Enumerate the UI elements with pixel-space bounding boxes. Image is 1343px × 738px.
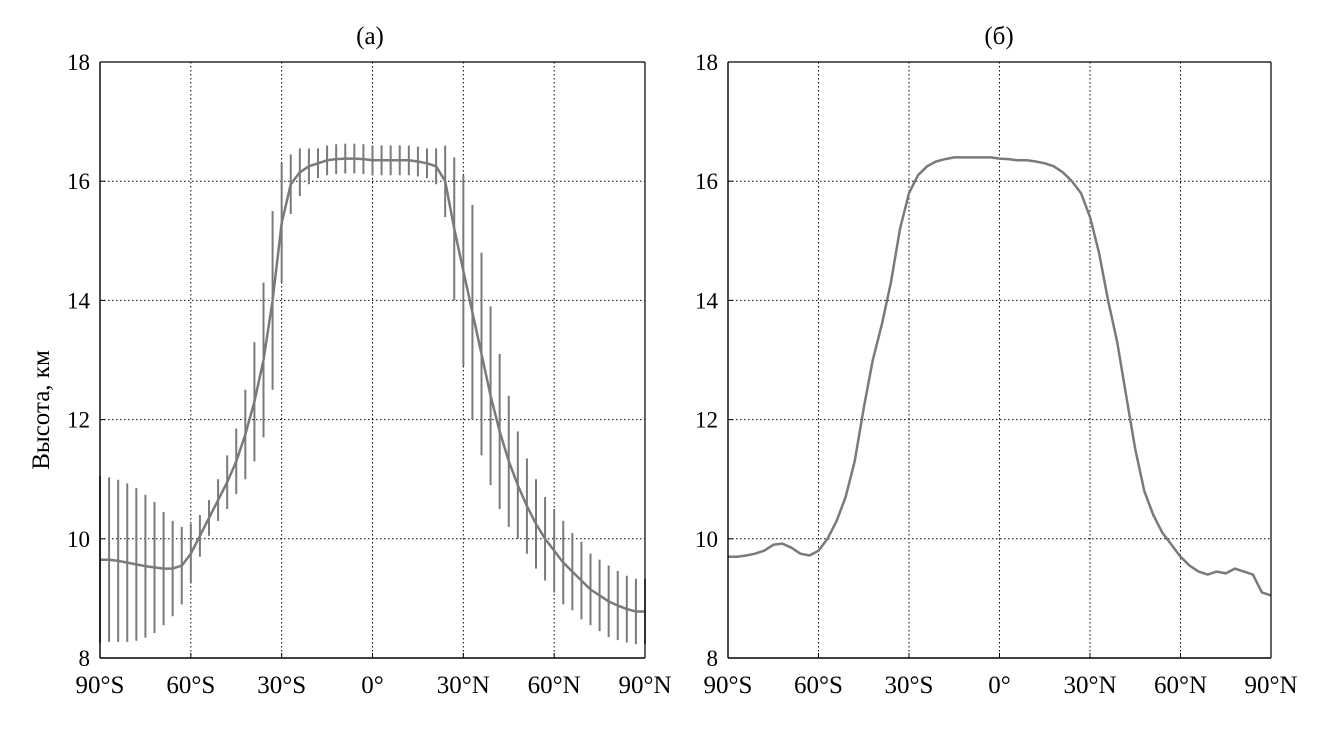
y-tick-label: 16 (695, 169, 718, 194)
x-tick-label: 30°S (257, 672, 306, 699)
x-tick-label: 30°S (885, 672, 934, 699)
chart-title-b: (б) (984, 23, 1013, 50)
y-tick-label: 8 (707, 646, 719, 671)
x-tick-label: 90°S (704, 672, 753, 699)
x-tick-label: 60°N (1154, 672, 1207, 699)
x-tick-label: 0° (361, 672, 384, 699)
y-tick-label: 16 (67, 169, 90, 194)
chart-panel-a: (а) 90°S 60°S 30°S 0° 30°N 60°N 90°N 8 10 12 14 16 1… (67, 23, 672, 699)
y-tick-label: 10 (67, 527, 90, 552)
x-tick-label: 90°S (76, 672, 125, 699)
y-tick-label: 10 (695, 527, 718, 552)
x-tick-label: 30°N (437, 672, 490, 699)
x-tick-label: 60°S (794, 672, 843, 699)
y-tick-label: 8 (79, 646, 91, 671)
x-tick-label: 90°N (1244, 672, 1297, 699)
y-tick-label: 18 (67, 50, 90, 75)
y-axis-label-wrap: Высота, км (12, 280, 72, 540)
y-tick-label: 12 (67, 408, 90, 433)
chart-panel-b: (б) 90°S 60°S 30°S 0° 30°N 60°N 90°N 8 10 12 14 16 1… (695, 23, 1298, 699)
y-tick-label: 12 (695, 408, 718, 433)
x-tick-label: 0° (988, 672, 1011, 699)
chart-title-a: (а) (356, 23, 384, 50)
x-tick-label: 60°S (166, 672, 215, 699)
series-line-a-0 (100, 157, 645, 613)
x-tick-label: 30°N (1063, 672, 1116, 699)
x-tick-label: 60°N (528, 672, 581, 699)
series-line-b-0 (728, 156, 1272, 597)
y-tick-label: 18 (695, 50, 718, 75)
x-tick-label: 90°N (618, 672, 671, 699)
y-tick-label: 14 (695, 288, 719, 313)
y-tick-label: 14 (67, 288, 91, 313)
y-axis-label: Высота, км (28, 350, 55, 470)
